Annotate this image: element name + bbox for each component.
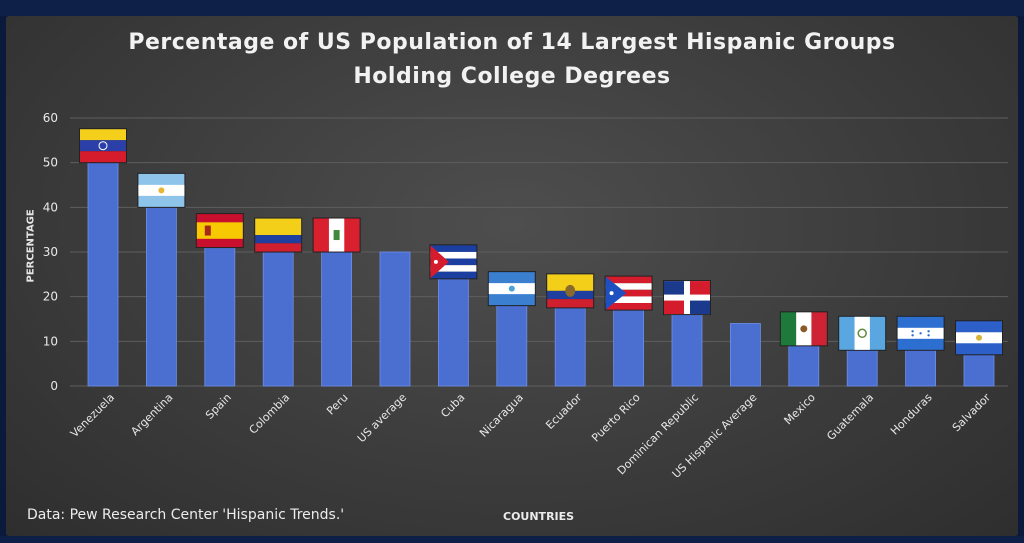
argentina-flag-icon — [137, 172, 186, 208]
x-tick-label: Salvador — [950, 391, 994, 435]
bar — [204, 242, 236, 387]
spain-flag-icon — [195, 213, 244, 249]
colombia-flag-icon — [254, 217, 303, 253]
x-tick-label: Guatemala — [824, 391, 876, 443]
y-tick-label: 40 — [43, 200, 58, 214]
bar — [846, 345, 878, 387]
dominican-republic-flag-icon — [663, 280, 711, 316]
y-tick-label: 50 — [43, 156, 58, 170]
puerto-rico-flag-icon — [604, 275, 653, 311]
chart-title-line2: Holding College Degrees — [353, 64, 671, 89]
bar — [496, 300, 528, 387]
y-tick-label: 20 — [43, 290, 58, 304]
bar — [554, 302, 586, 387]
chart-title: Percentage of US Population of 14 Larges… — [0, 26, 1024, 94]
bar — [730, 323, 761, 387]
x-tick-label: Peru — [324, 391, 351, 418]
chart-title-line1: Percentage of US Population of 14 Larges… — [128, 30, 896, 55]
mexico-flag-icon — [779, 311, 828, 347]
bar — [87, 157, 119, 387]
honduras-flag-icon — [896, 315, 945, 351]
data-source-note: Data: Pew Research Center 'Hispanic Tren… — [27, 507, 345, 523]
y-tick-label: 0 — [50, 379, 58, 393]
x-tick-label: Colombia — [247, 391, 293, 437]
ecuador-flag-icon — [546, 273, 595, 309]
bar — [321, 247, 353, 387]
bar — [905, 345, 936, 387]
x-tick-label: Nicaragua — [477, 391, 526, 440]
guatemala-flag-icon — [838, 315, 887, 351]
y-tick-label: 60 — [43, 111, 58, 125]
x-axis-label: COUNTRIES — [503, 510, 575, 523]
x-tick-label: Mexico — [782, 391, 819, 428]
bar — [963, 349, 995, 387]
x-tick-label: Cuba — [438, 391, 467, 420]
top-band — [0, 0, 1024, 16]
x-tick-label: Argentina — [128, 391, 175, 438]
y-axis-label: PERCENTAGE — [25, 209, 37, 283]
bar — [437, 273, 469, 387]
x-tick-label: Puerto Rico — [589, 391, 643, 445]
x-tick-label: Spain — [203, 391, 234, 422]
el-salvador-flag-icon — [955, 320, 1003, 356]
peru-flag-icon — [312, 217, 361, 253]
nicaragua-flag-icon — [487, 271, 536, 307]
x-tick-label: Ecuador — [543, 391, 584, 432]
x-tick-label: US average — [355, 391, 409, 445]
bar — [262, 247, 294, 387]
bottom-band — [0, 536, 1024, 543]
bar — [145, 202, 177, 387]
cuba-flag-icon — [429, 244, 478, 280]
bar — [671, 309, 703, 387]
venezuela-flag-icon — [79, 128, 127, 164]
bar — [788, 340, 820, 387]
y-tick-label: 10 — [43, 334, 58, 348]
x-tick-label: Venezuela — [68, 391, 117, 440]
x-tick-label: Honduras — [888, 391, 935, 438]
bar — [379, 251, 411, 387]
bar — [613, 305, 644, 387]
y-tick-label: 30 — [43, 245, 58, 259]
